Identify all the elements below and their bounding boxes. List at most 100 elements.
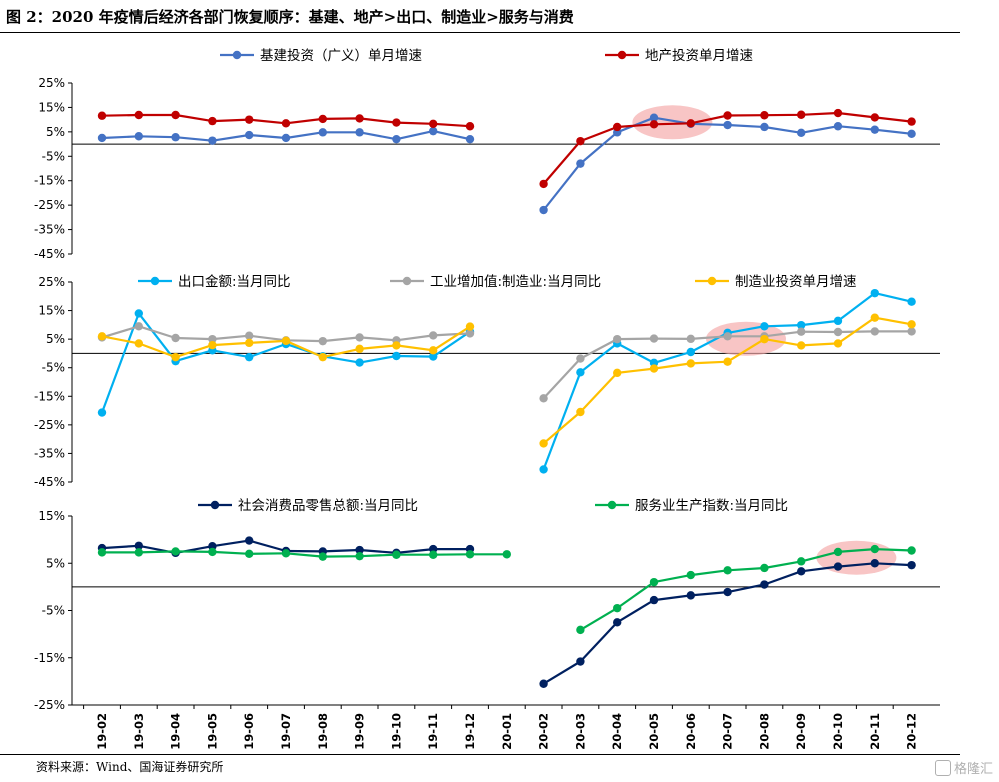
x-tick-label: 19-11: [426, 713, 440, 750]
data-point: [245, 536, 254, 545]
y-tick-label: -35%: [34, 446, 65, 460]
data-point: [686, 334, 695, 344]
legend-swatch-marker: [402, 276, 412, 286]
x-tick-label: 19-04: [169, 713, 183, 750]
data-point: [502, 550, 511, 559]
data-point: [760, 563, 769, 573]
data-point: [429, 352, 438, 361]
data-point: [539, 205, 548, 215]
x-tick-label: 19-08: [316, 713, 330, 750]
y-tick-label: -25%: [34, 418, 65, 432]
data-point: [171, 110, 180, 120]
figure-title: 图 2：2020 年疫情后经济各部门恢复顺序：基建、地产>出口、制造业>服务与消…: [6, 8, 574, 26]
data-point: [208, 340, 217, 350]
data-point: [686, 359, 695, 368]
legend-label: 制造业投资单月增速: [735, 274, 857, 290]
series-line-2-3: [101, 316, 912, 445]
y-tick-label: -5%: [42, 361, 65, 375]
data-point: [281, 336, 291, 346]
highlight-ellipse: [816, 540, 897, 575]
data-point: [134, 541, 143, 550]
legend-swatch-marker: [607, 500, 617, 510]
y-tick-label: -45%: [34, 475, 65, 489]
data-point: [134, 110, 143, 120]
data-point: [281, 549, 291, 558]
data-point: [355, 344, 364, 354]
data-point: [870, 313, 879, 322]
source-rule: [0, 754, 960, 755]
data-point: [870, 125, 879, 134]
data-point: [208, 116, 217, 126]
data-point: [429, 126, 438, 136]
watermark: 格隆汇: [934, 758, 993, 777]
data-point: [576, 657, 585, 666]
legend-swatch-marker: [150, 276, 160, 286]
data-point: [539, 394, 548, 403]
data-point: [539, 465, 548, 474]
y-tick-label: 15%: [38, 304, 65, 318]
data-point: [539, 679, 548, 688]
data-point: [97, 548, 107, 557]
data-point: [134, 548, 143, 557]
y-tick-label: -5%: [42, 149, 65, 163]
data-point: [539, 439, 548, 448]
data-point: [392, 118, 401, 127]
data-point: [649, 577, 659, 587]
legend-label: 地产投资单月增速: [645, 48, 753, 64]
data-point: [355, 551, 364, 561]
data-point: [208, 136, 217, 145]
data-point: [649, 120, 659, 129]
data-point: [97, 111, 107, 120]
y-tick-label: 5%: [46, 332, 65, 346]
series-line-1-2: [101, 111, 912, 185]
data-point: [870, 327, 879, 336]
data-point: [833, 327, 843, 337]
source-note: 资料来源：Wind、国海证券研究所: [36, 760, 224, 774]
data-point: [245, 115, 254, 124]
data-point: [134, 309, 143, 318]
data-point: [465, 122, 475, 131]
data-point: [797, 557, 806, 566]
watermark-logo-icon: [934, 760, 951, 776]
x-tick-label: 20-12: [905, 713, 919, 750]
data-point: [576, 136, 585, 146]
y-tick-label: -35%: [34, 223, 65, 237]
data-point: [797, 327, 806, 336]
data-point: [907, 546, 916, 555]
data-point: [686, 591, 695, 600]
data-point: [723, 111, 732, 120]
data-point: [907, 327, 916, 336]
x-tick-label: 20-01: [500, 713, 514, 750]
watermark-text: 格隆汇: [953, 762, 993, 777]
data-point: [760, 322, 769, 331]
data-point: [613, 368, 622, 378]
data-point: [686, 570, 695, 580]
data-point: [760, 111, 769, 120]
legend-label: 工业增加值:制造业:当月同比: [430, 274, 601, 290]
x-tick-label: 20-10: [831, 713, 845, 750]
data-point: [429, 346, 438, 355]
data-point: [355, 128, 364, 137]
data-point: [465, 322, 475, 331]
data-point: [797, 110, 806, 119]
data-point: [576, 354, 585, 363]
data-point: [245, 549, 254, 558]
data-point: [797, 128, 806, 138]
data-point: [392, 550, 401, 559]
data-point: [907, 297, 916, 306]
data-point: [355, 358, 364, 367]
y-tick-label: 25%: [38, 275, 65, 289]
y-tick-label: -45%: [34, 247, 65, 261]
data-point: [208, 547, 217, 557]
x-tick-label: 19-07: [279, 713, 293, 750]
y-tick-label: 5%: [46, 556, 65, 570]
data-point: [576, 368, 585, 377]
x-tick-label: 19-02: [95, 713, 109, 750]
x-tick-label: 20-08: [757, 713, 771, 750]
data-point: [613, 603, 622, 613]
data-point: [355, 114, 364, 123]
data-point: [613, 122, 622, 132]
data-point: [613, 618, 622, 627]
data-point: [281, 133, 291, 143]
data-point: [318, 352, 327, 362]
